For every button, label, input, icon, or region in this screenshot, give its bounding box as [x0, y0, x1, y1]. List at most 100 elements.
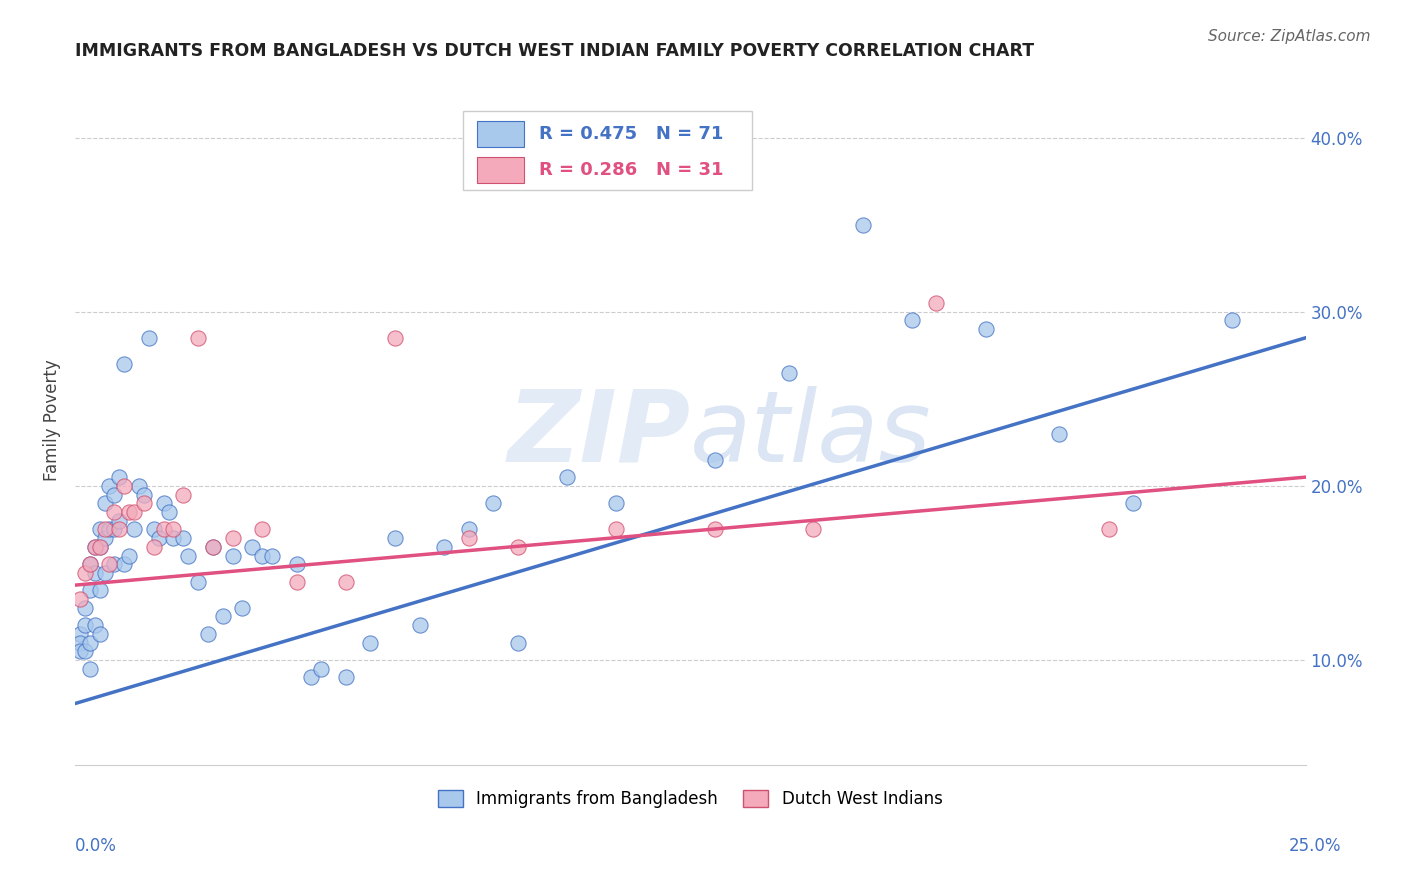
Point	[89, 540, 111, 554]
Point	[73, 618, 96, 632]
Point	[93, 522, 115, 536]
Text: 0.0%: 0.0%	[75, 837, 117, 855]
Point	[157, 505, 180, 519]
Point	[89, 522, 111, 536]
Point	[73, 566, 96, 580]
Text: IMMIGRANTS FROM BANGLADESH VS DUTCH WEST INDIAN FAMILY POVERTY CORRELATION CHART: IMMIGRANTS FROM BANGLADESH VS DUTCH WEST…	[75, 42, 1035, 60]
Point	[132, 487, 155, 501]
Point	[83, 618, 105, 632]
Point	[221, 531, 243, 545]
Point	[112, 479, 135, 493]
Point	[703, 522, 725, 536]
Point	[108, 470, 131, 484]
Point	[162, 531, 184, 545]
Point	[925, 296, 948, 310]
Point	[555, 470, 578, 484]
Point	[98, 558, 121, 572]
Point	[384, 531, 406, 545]
Text: ZIP: ZIP	[508, 386, 690, 483]
Point	[457, 522, 479, 536]
Point	[103, 558, 125, 572]
Point	[79, 583, 101, 598]
Point	[260, 549, 283, 563]
Point	[108, 522, 131, 536]
Point	[187, 331, 209, 345]
Point	[285, 574, 308, 589]
Y-axis label: Family Poverty: Family Poverty	[44, 359, 60, 482]
Point	[108, 514, 131, 528]
Point	[177, 549, 200, 563]
Point	[138, 331, 160, 345]
Point	[250, 522, 273, 536]
Point	[1098, 522, 1121, 536]
Point	[221, 549, 243, 563]
Point	[433, 540, 456, 554]
Point	[152, 496, 174, 510]
Text: Source: ZipAtlas.com: Source: ZipAtlas.com	[1208, 29, 1371, 44]
Point	[201, 540, 224, 554]
Point	[103, 522, 125, 536]
Point	[89, 540, 111, 554]
Text: atlas: atlas	[690, 386, 932, 483]
Point	[482, 496, 505, 510]
Bar	[478, 121, 524, 147]
Point	[79, 558, 101, 572]
Point	[118, 505, 141, 519]
Point	[122, 505, 145, 519]
Point	[83, 540, 105, 554]
FancyBboxPatch shape	[463, 111, 752, 190]
Legend: Immigrants from Bangladesh, Dutch West Indians: Immigrants from Bangladesh, Dutch West I…	[432, 783, 949, 814]
Point	[299, 670, 322, 684]
Point	[335, 670, 357, 684]
Point	[98, 479, 121, 493]
Point	[79, 662, 101, 676]
Point	[103, 487, 125, 501]
Point	[122, 522, 145, 536]
Point	[93, 566, 115, 580]
Point	[103, 505, 125, 519]
Point	[118, 549, 141, 563]
Point	[112, 558, 135, 572]
Point	[778, 366, 800, 380]
Point	[69, 635, 91, 649]
Point	[384, 331, 406, 345]
Point	[162, 522, 184, 536]
Point	[801, 522, 824, 536]
Point	[79, 635, 101, 649]
Point	[506, 635, 529, 649]
Text: R = 0.475   N = 71: R = 0.475 N = 71	[538, 126, 723, 144]
Point	[89, 583, 111, 598]
Point	[89, 627, 111, 641]
Point	[69, 644, 91, 658]
Point	[142, 522, 165, 536]
Point	[132, 496, 155, 510]
Point	[73, 600, 96, 615]
Point	[187, 574, 209, 589]
Bar	[478, 157, 524, 183]
Point	[93, 531, 115, 545]
Point	[250, 549, 273, 563]
Point	[93, 496, 115, 510]
Point	[83, 566, 105, 580]
Point	[285, 558, 308, 572]
Point	[98, 522, 121, 536]
Point	[83, 540, 105, 554]
Point	[73, 644, 96, 658]
Point	[152, 522, 174, 536]
Point	[408, 618, 430, 632]
Point	[851, 218, 873, 232]
Point	[457, 531, 479, 545]
Point	[128, 479, 150, 493]
Point	[231, 600, 253, 615]
Point	[703, 452, 725, 467]
Point	[359, 635, 381, 649]
Point	[201, 540, 224, 554]
Point	[309, 662, 332, 676]
Point	[506, 540, 529, 554]
Point	[1220, 313, 1243, 327]
Point	[974, 322, 997, 336]
Point	[605, 496, 627, 510]
Point	[142, 540, 165, 554]
Point	[148, 531, 170, 545]
Point	[197, 627, 219, 641]
